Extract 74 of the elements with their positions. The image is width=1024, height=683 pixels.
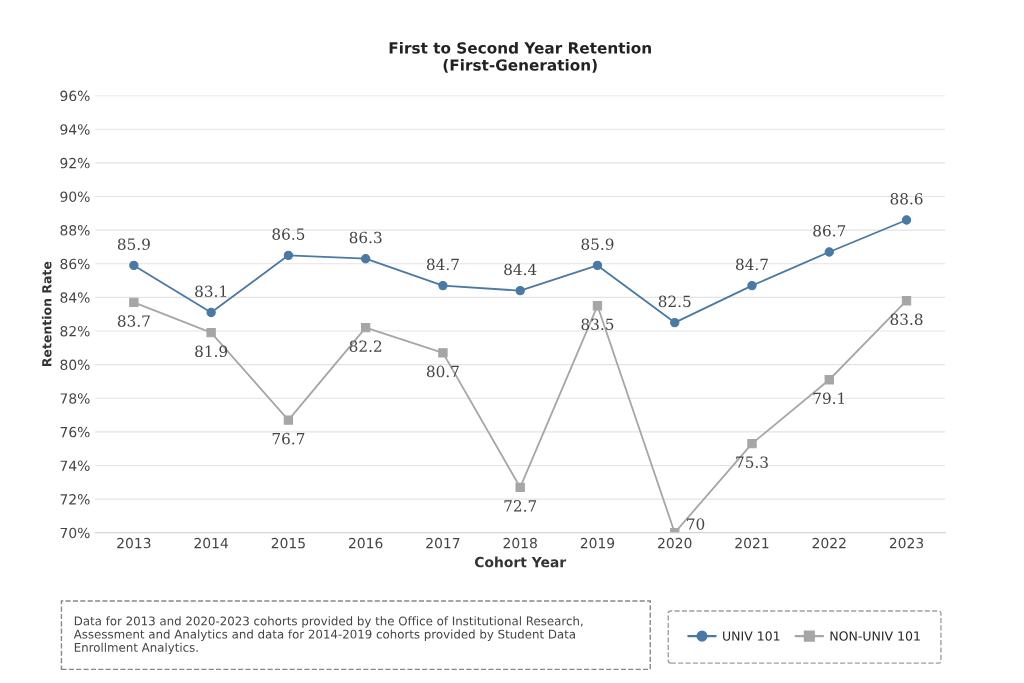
x-tick-label: 2017 bbox=[426, 537, 460, 549]
data-label: 80.7 bbox=[426, 365, 459, 378]
x-tick-label: 2022 bbox=[812, 537, 846, 549]
x-tick-label: 2019 bbox=[580, 537, 615, 549]
y-tick-label: 84% bbox=[60, 292, 90, 303]
data-label: 84.7 bbox=[736, 258, 768, 271]
data-label: 84.4 bbox=[504, 263, 537, 276]
x-tick-label: 2018 bbox=[503, 537, 537, 549]
point bbox=[901, 215, 912, 225]
y-tick-label: 96% bbox=[60, 90, 90, 102]
data-label: 86.7 bbox=[813, 224, 846, 237]
y-tick-label: 90% bbox=[60, 191, 90, 202]
data-label: 83.1 bbox=[195, 285, 226, 298]
point bbox=[747, 438, 757, 449]
data-label: 84.7 bbox=[426, 258, 459, 271]
point bbox=[747, 280, 757, 291]
data-label: 83.7 bbox=[117, 315, 150, 327]
legend-label: UNIV 101 bbox=[723, 631, 780, 641]
x-tick-label: 2015 bbox=[271, 537, 305, 549]
data-label: 83.8 bbox=[890, 313, 923, 326]
y-tick-label: 88% bbox=[60, 225, 90, 236]
point bbox=[360, 254, 371, 264]
y-tick-label: 94% bbox=[60, 124, 90, 135]
point bbox=[206, 307, 216, 318]
legend-label: NON-UNIV 101 bbox=[830, 631, 920, 641]
data-label: 86.5 bbox=[272, 228, 305, 240]
point bbox=[824, 247, 834, 257]
data-label: 83.5 bbox=[581, 318, 614, 331]
y-tick-label: 92% bbox=[60, 157, 90, 169]
point bbox=[360, 322, 371, 333]
chart-title: First to Second Year Retention (First-Generation) bbox=[389, 41, 651, 73]
y-tick-label: 78% bbox=[60, 393, 90, 404]
point bbox=[515, 285, 525, 296]
point bbox=[901, 296, 912, 306]
y-tick-label: 86% bbox=[60, 258, 90, 270]
data-label: 86.3 bbox=[349, 231, 382, 244]
data-label: 82.2 bbox=[349, 340, 382, 352]
y-tick-label: 72% bbox=[60, 494, 90, 505]
x-axis-title: Cohort Year bbox=[474, 556, 567, 568]
x-tick-label: 2021 bbox=[735, 537, 769, 549]
point bbox=[592, 301, 603, 311]
data-label: 76.7 bbox=[272, 432, 305, 445]
point bbox=[206, 327, 216, 338]
x-tick-label: 2020 bbox=[658, 537, 692, 549]
data-label: 70 bbox=[687, 518, 705, 530]
point bbox=[438, 280, 448, 291]
data-label: 75.3 bbox=[736, 456, 768, 468]
point bbox=[515, 482, 525, 493]
x-tick-label: 2023 bbox=[889, 537, 924, 549]
point bbox=[129, 260, 139, 271]
text: Data for 2013 and 2020-2023 cohorts provided by the Office of Institutional Research, Assessment and Analytics and data for 2014-2019 cohorts provided by Student Data Enrollment Analytics. bbox=[73, 616, 583, 655]
x-tick-label: 2013 bbox=[117, 537, 151, 549]
data-label: 72.7 bbox=[504, 500, 537, 512]
data-label: 81.9 bbox=[195, 345, 228, 357]
point bbox=[438, 348, 448, 358]
point bbox=[824, 375, 834, 385]
x-tick-label: 2014 bbox=[194, 537, 229, 549]
data-label: 82.5 bbox=[658, 295, 691, 308]
y-tick-label: 82% bbox=[60, 325, 90, 337]
point bbox=[283, 250, 294, 261]
y-tick-label: 76% bbox=[60, 426, 90, 438]
data-label: 79.1 bbox=[813, 392, 845, 405]
y-axis-title: Retention Rate bbox=[41, 261, 52, 367]
data-label: 88.6 bbox=[890, 193, 923, 205]
y-tick-label: 80% bbox=[60, 359, 90, 371]
point bbox=[670, 317, 680, 328]
point bbox=[592, 260, 603, 271]
point bbox=[283, 415, 294, 425]
y-tick-label: 74% bbox=[60, 460, 90, 471]
y-tick-label: 70% bbox=[60, 527, 90, 539]
data-label: 85.9 bbox=[581, 238, 614, 250]
data-label: 85.9 bbox=[117, 238, 150, 250]
x-tick-label: 2016 bbox=[349, 537, 383, 549]
point bbox=[129, 297, 139, 308]
